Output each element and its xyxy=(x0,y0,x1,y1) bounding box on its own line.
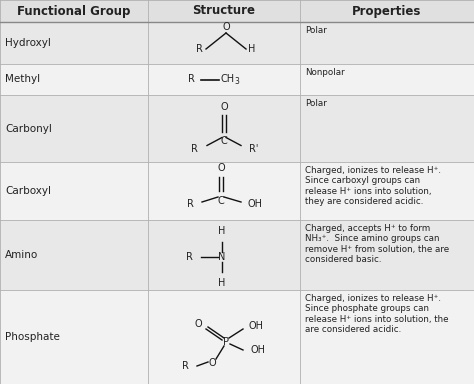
Bar xyxy=(0,0,474,22)
Text: O: O xyxy=(220,101,228,111)
Text: OH: OH xyxy=(249,321,264,331)
Text: Polar: Polar xyxy=(305,26,327,35)
Text: O: O xyxy=(208,358,216,368)
Text: O: O xyxy=(217,163,225,173)
Text: Properties: Properties xyxy=(352,5,422,18)
Text: Nonpolar: Nonpolar xyxy=(305,68,345,77)
Text: R': R' xyxy=(249,144,258,154)
Text: H: H xyxy=(219,226,226,236)
Text: Structure: Structure xyxy=(192,5,255,18)
Text: Amino: Amino xyxy=(5,250,38,260)
Text: OH: OH xyxy=(251,345,266,355)
Text: R: R xyxy=(187,199,194,209)
Text: Charged, ionizes to release H⁺.
Since carboxyl groups can
release H⁺ ions into s: Charged, ionizes to release H⁺. Since ca… xyxy=(305,166,441,206)
Text: Hydroxyl: Hydroxyl xyxy=(5,38,51,48)
Text: N: N xyxy=(219,252,226,262)
Text: H: H xyxy=(248,44,255,54)
Bar xyxy=(0,290,474,384)
Text: Methyl: Methyl xyxy=(5,74,40,84)
Text: Functional Group: Functional Group xyxy=(18,5,131,18)
Text: H: H xyxy=(219,278,226,288)
Bar xyxy=(0,22,474,64)
Bar xyxy=(0,220,474,290)
Text: Carbonyl: Carbonyl xyxy=(5,124,52,134)
Text: R: R xyxy=(188,74,195,84)
Text: Charged, accepts H⁺ to form
NH₃⁺.  Since amino groups can
remove H⁺ from solutio: Charged, accepts H⁺ to form NH₃⁺. Since … xyxy=(305,224,449,264)
Text: R: R xyxy=(196,44,203,54)
Bar xyxy=(0,95,474,162)
Text: Polar: Polar xyxy=(305,99,327,108)
Text: OH: OH xyxy=(248,199,263,209)
Text: O: O xyxy=(222,22,230,32)
Text: C: C xyxy=(220,136,228,146)
Text: C: C xyxy=(218,196,224,206)
Text: R: R xyxy=(191,144,198,154)
Text: CH: CH xyxy=(221,74,235,84)
Text: R: R xyxy=(182,361,189,371)
Text: Charged, ionizes to release H⁺.
Since phosphate groups can
release H⁺ ions into : Charged, ionizes to release H⁺. Since ph… xyxy=(305,294,448,334)
Text: R: R xyxy=(186,252,193,262)
Text: 3: 3 xyxy=(234,78,239,86)
Bar xyxy=(0,64,474,95)
Text: O: O xyxy=(194,319,202,329)
Text: Carboxyl: Carboxyl xyxy=(5,186,51,196)
Text: Phosphate: Phosphate xyxy=(5,332,60,342)
Bar xyxy=(0,162,474,220)
Text: P: P xyxy=(223,337,229,347)
